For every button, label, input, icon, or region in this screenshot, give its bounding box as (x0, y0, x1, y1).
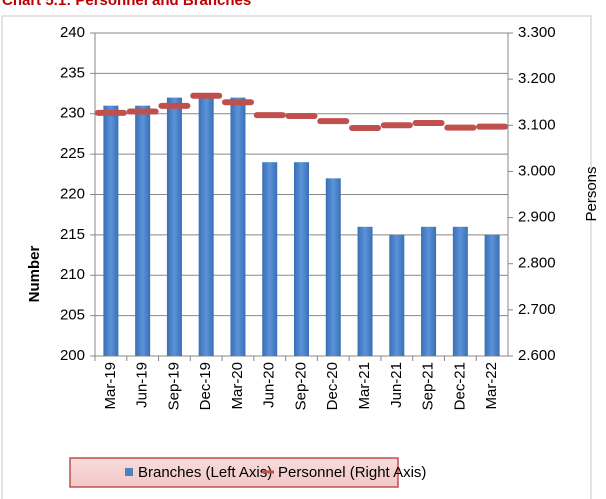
bar (230, 97, 246, 356)
x-tick-label: Dec-20 (324, 362, 341, 410)
y2-axis-label: Persons (583, 166, 600, 221)
frame (1, 15, 592, 499)
y2-tick-label: 3.300 (518, 24, 556, 41)
x-tick-label: Mar-21 (356, 362, 373, 410)
y-tick-label: 220 (60, 185, 85, 202)
y-tick-label: 230 (60, 105, 85, 122)
bar (484, 234, 500, 356)
y-tick-label: 215 (60, 226, 85, 243)
y-tick-label: 205 (60, 307, 85, 324)
bar (452, 226, 468, 356)
y2-tick-label: 2.600 (518, 347, 556, 364)
y2-tick-label: 2.700 (518, 301, 556, 318)
y2-tick-label: 2.800 (518, 255, 556, 272)
bar (135, 105, 151, 356)
x-tick-label: Sep-19 (165, 362, 182, 410)
bar (357, 226, 373, 356)
bar (294, 162, 309, 356)
legend-label: Personnel (Right Axis) (278, 464, 426, 481)
x-tick-label: Dec-21 (451, 362, 468, 410)
y2-tick-label: 3.000 (518, 162, 556, 179)
bar (198, 97, 214, 356)
x-tick-label: Mar-22 (483, 362, 500, 410)
legend-label: Branches (Left Axis) (138, 464, 272, 481)
x-tick-label: Jun-21 (388, 362, 405, 408)
bar (389, 234, 405, 356)
chart-title: Chart 5.1: Personnel and Branches (2, 0, 251, 9)
bar (262, 162, 278, 356)
bar (103, 105, 119, 356)
y-tick-label: 235 (60, 64, 85, 81)
bar (325, 178, 341, 356)
y-axis-label: Number (26, 246, 43, 303)
y2-tick-label: 3.200 (518, 70, 556, 87)
y2-tick-label: 2.900 (518, 209, 556, 226)
y2-tick-label: 3.100 (518, 116, 556, 133)
x-tick-label: Sep-21 (420, 362, 437, 410)
y-tick-label: 200 (60, 347, 85, 364)
y-tick-label: 240 (60, 24, 85, 41)
x-tick-label: Jun-20 (261, 362, 278, 408)
legend-box (69, 457, 399, 488)
x-tick-label: Dec-19 (197, 362, 214, 410)
legend-swatch (125, 468, 133, 476)
x-tick-label: Mar-20 (229, 362, 246, 410)
y-tick-label: 225 (60, 145, 85, 162)
x-tick-label: Sep-20 (292, 362, 309, 410)
bar (421, 226, 437, 356)
bar (166, 97, 182, 356)
x-tick-label: Mar-19 (102, 362, 119, 410)
y-tick-label: 210 (60, 266, 85, 283)
x-tick-label: Jun-19 (134, 362, 151, 408)
